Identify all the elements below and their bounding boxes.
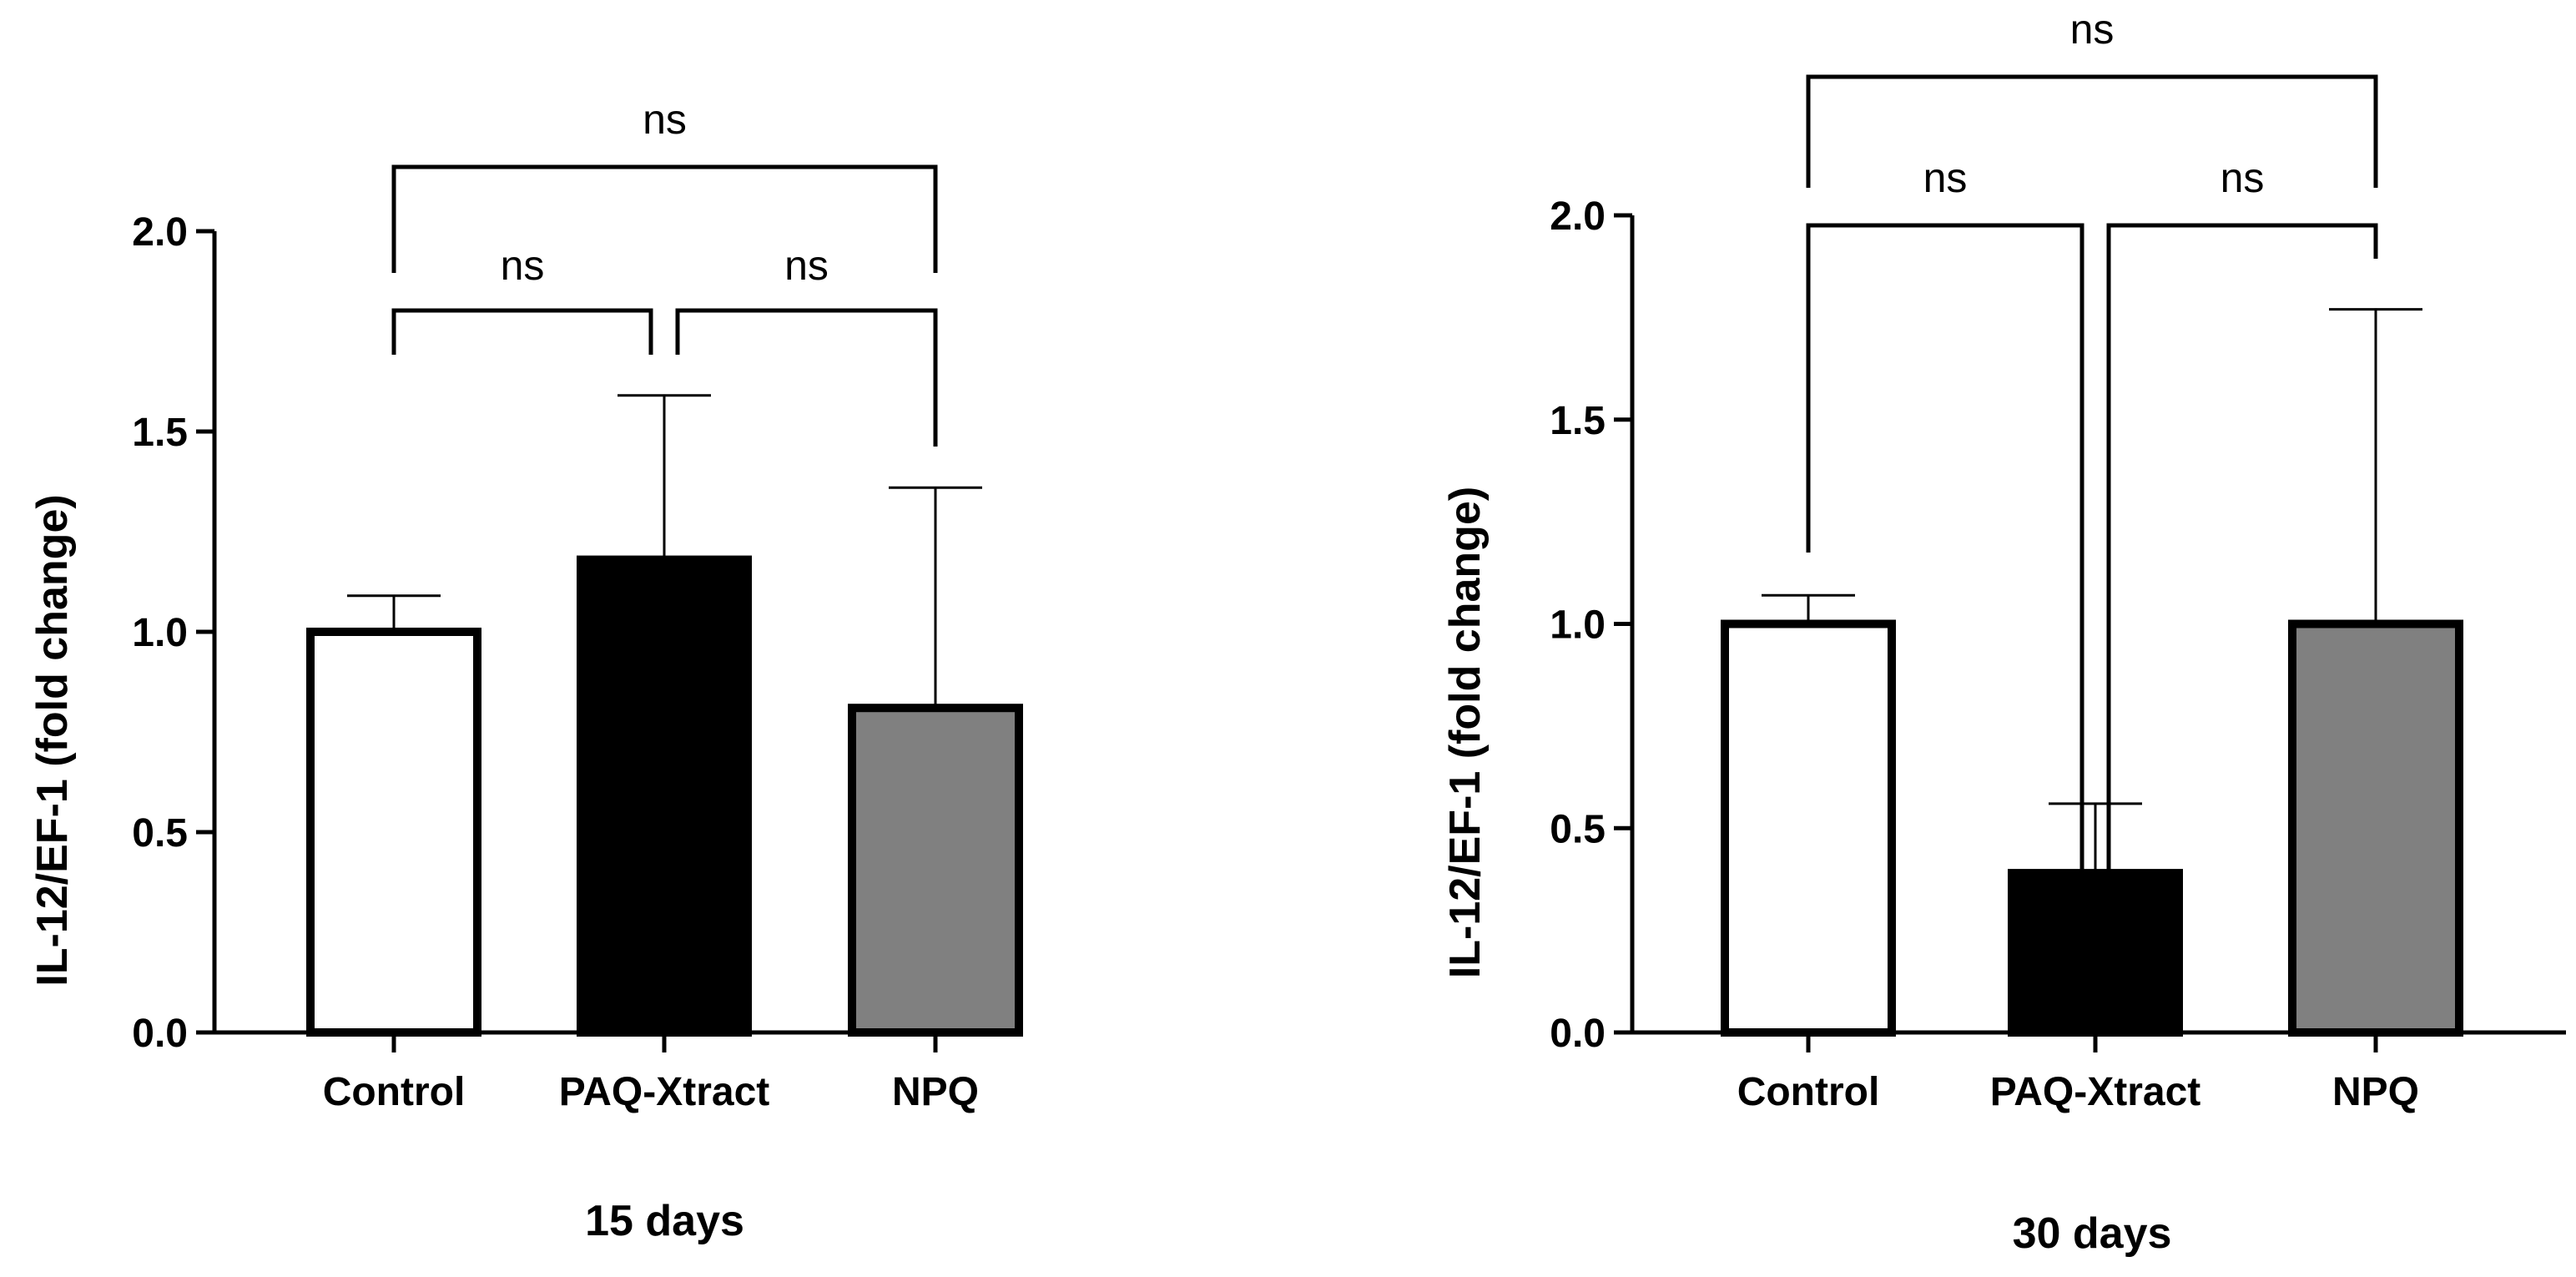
y-axis-title: IL-12/EF-1 (fold change) [28, 494, 77, 986]
significance-bracket [391, 164, 938, 273]
significance-bracket [675, 308, 938, 447]
y-tick-label: 1.5 [1550, 399, 1606, 443]
significance-label: ns [501, 242, 545, 289]
x-tick-label: NPQ [2332, 1070, 2419, 1114]
y-tick-label: 1.0 [1550, 603, 1606, 648]
chart-panel-1: 0.0 0.5 1.0 1.5 2.0 Control PAQ-Xtract NPQ ns ns n… [28, 96, 1023, 1245]
significance-bracket [2106, 223, 2378, 1025]
significance-bracket [391, 308, 653, 355]
x-tick-label: PAQ-Xtract [1990, 1070, 2201, 1114]
bar-control [306, 628, 481, 1037]
significance-label: ns [2221, 154, 2265, 201]
y-tick-label: 0.0 [1550, 1012, 1606, 1056]
x-tick-label: Control [1737, 1070, 1880, 1114]
y-axis-title: IL-12/EF-1 (fold change) [1441, 487, 1490, 978]
y-tick-label: 0.5 [132, 811, 188, 856]
x-tick-label: Control [323, 1070, 466, 1114]
x-tick-label: PAQ-Xtract [559, 1070, 770, 1114]
chart-panel-2: 0.0 0.5 1.0 1.5 2.0 Control PAQ-Xtract NPQ ns ns n… [1441, 6, 2566, 1258]
significance-label: ns [2070, 6, 2115, 53]
y-tick-label: 1.0 [132, 611, 188, 655]
x-tick-label: NPQ [892, 1070, 979, 1114]
significance-bracket [1806, 74, 2378, 188]
y-tick-label: 0.5 [1550, 807, 1606, 851]
y-tick-label: 2.0 [132, 210, 188, 255]
bar-npq [848, 704, 1023, 1037]
bar-paq-xtract [2008, 869, 2183, 1037]
bar-paq-xtract [577, 555, 752, 1037]
x-axis-title: 15 days [585, 1197, 744, 1245]
bar-npq [2288, 619, 2463, 1037]
x-axis-title: 30 days [2013, 1209, 2172, 1258]
significance-bracket [1806, 223, 2084, 1025]
y-tick-label: 2.0 [1550, 194, 1606, 239]
significance-label: ns [784, 242, 829, 289]
y-tick-label: 0.0 [132, 1012, 188, 1056]
y-tick-label: 1.5 [132, 411, 188, 455]
bar-control [1721, 619, 1896, 1037]
significance-label: ns [643, 96, 687, 143]
significance-label: ns [1923, 154, 1968, 201]
